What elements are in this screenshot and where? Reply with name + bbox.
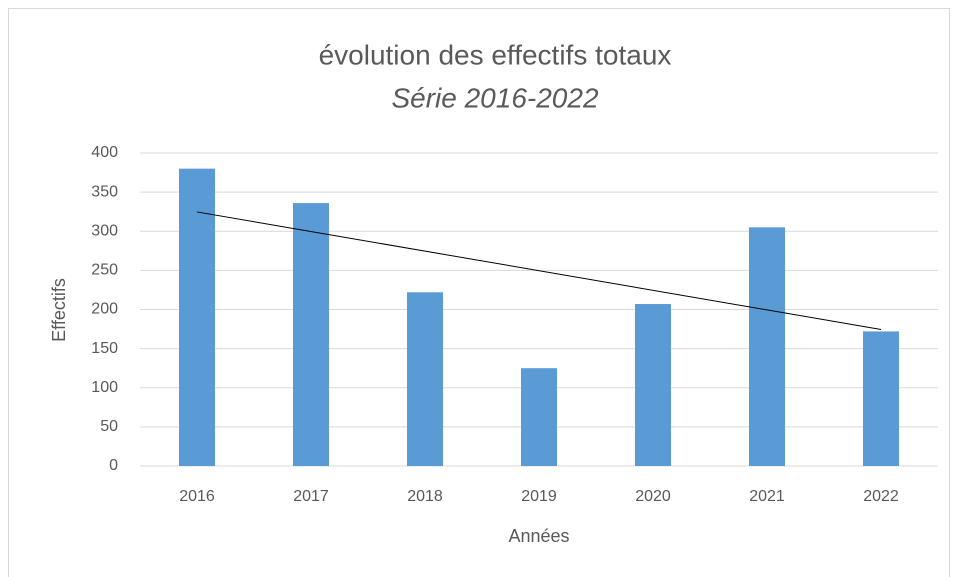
x-tick-label: 2016 (179, 488, 215, 505)
bar (179, 168, 215, 466)
y-tick-label: 350 (91, 183, 118, 200)
bar (293, 203, 329, 466)
y-tick-label: 400 (91, 144, 118, 161)
x-tick-label: 2018 (407, 488, 443, 505)
x-tick-label: 2019 (521, 488, 557, 505)
bar (407, 292, 443, 466)
y-axis-label: Effectifs (49, 278, 69, 342)
y-tick-label: 300 (91, 222, 118, 239)
chart-title: évolution des effectifs totaux (319, 39, 672, 70)
y-tick-label: 250 (91, 262, 118, 279)
y-tick-label: 200 (91, 301, 118, 318)
chart-subtitle: Série 2016-2022 (391, 82, 598, 113)
x-tick-label: 2021 (749, 488, 785, 505)
bar (863, 331, 899, 466)
y-tick-label: 100 (91, 379, 118, 396)
x-tick-label: 2017 (293, 488, 329, 505)
bar (521, 368, 557, 466)
x-tick-label: 2020 (635, 488, 671, 505)
chart-border (8, 8, 950, 577)
y-tick-label: 0 (109, 457, 118, 474)
x-tick-label: 2022 (863, 488, 899, 505)
bar (635, 304, 671, 466)
y-tick-label: 50 (100, 418, 118, 435)
y-tick-label: 150 (91, 340, 118, 357)
trendline (196, 211, 882, 330)
bar (749, 227, 785, 466)
x-axis-label: Années (508, 526, 569, 546)
